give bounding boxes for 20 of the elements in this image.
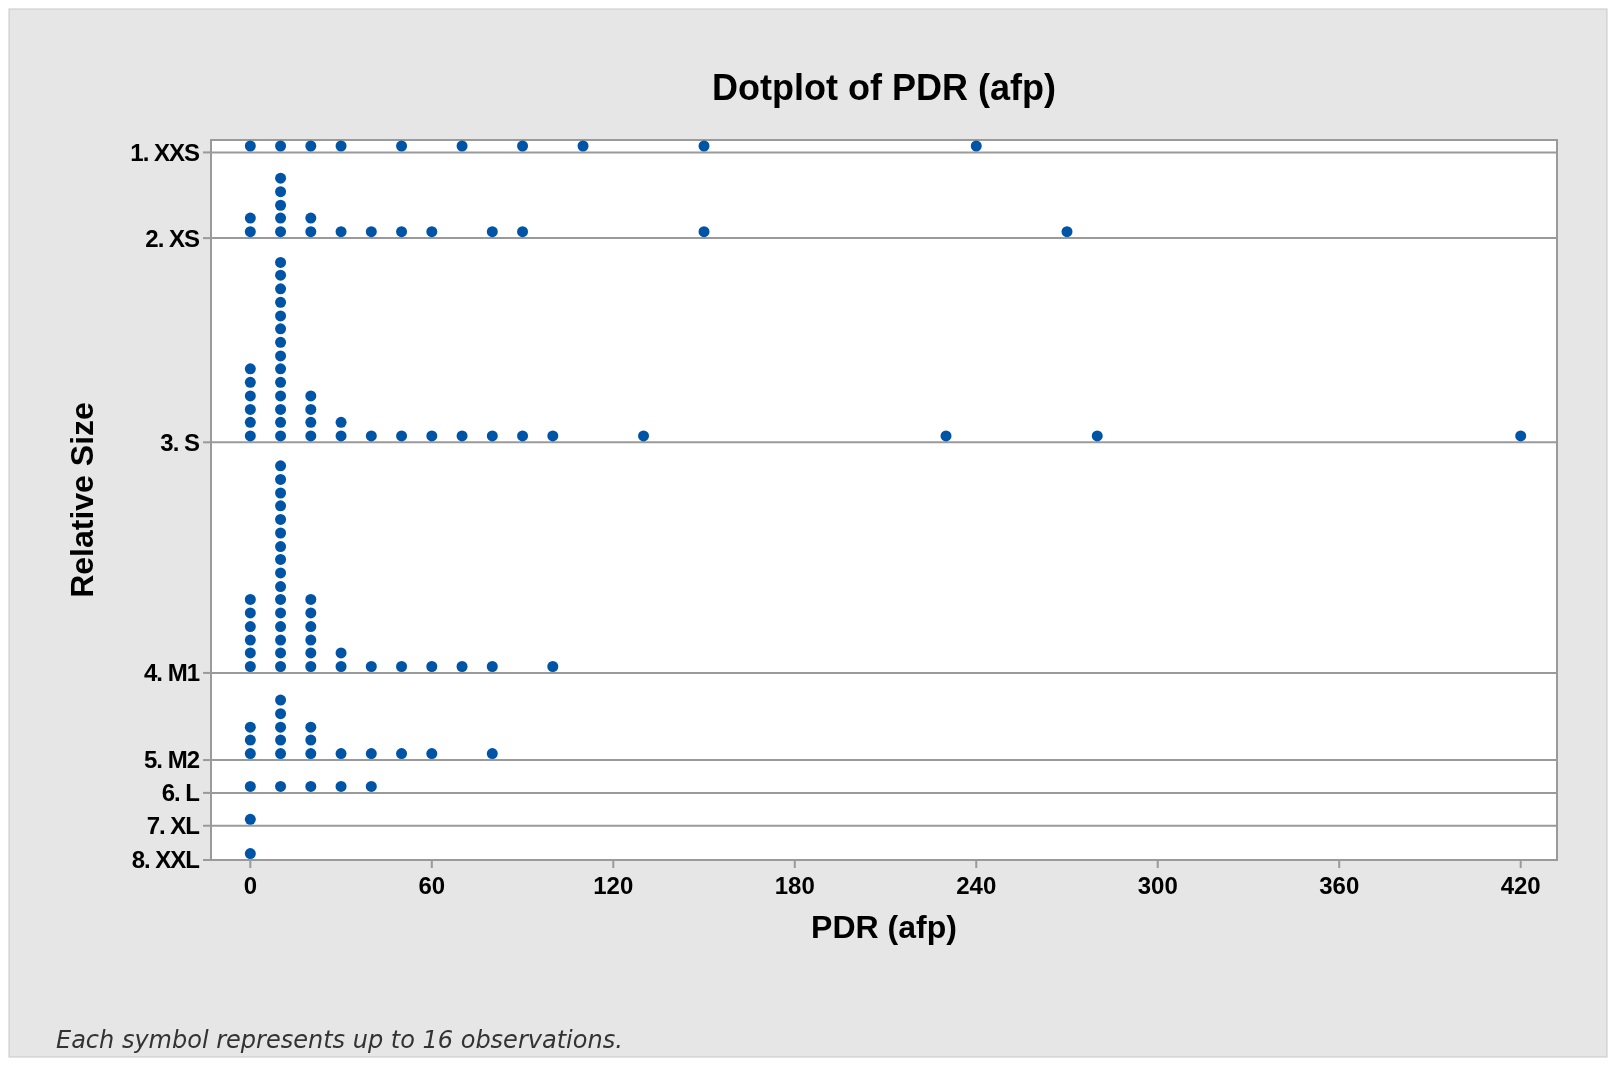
x-tick-label: 120 [593, 872, 634, 899]
x-tick-label: 240 [956, 872, 997, 899]
x-tick-label: 420 [1500, 872, 1541, 899]
ref-line-label: 3. S [160, 428, 200, 456]
ref-line-label: 2. XS [145, 224, 200, 252]
ref-line-label: 8. XXL [131, 846, 200, 874]
ref-line-label: 6. L [161, 779, 200, 807]
x-tick-label: 0 [243, 872, 257, 899]
chart-title: Dotplot of PDR (afp) [712, 67, 1056, 108]
ref-line-label: 4. M1 [143, 659, 200, 687]
x-tick-label: 300 [1137, 872, 1178, 899]
x-tick-label: 360 [1319, 872, 1360, 899]
x-tick-label: 60 [418, 872, 446, 899]
x-axis-title: PDR (afp) [811, 909, 957, 945]
text: Each symbol represents up to 16 observations. [56, 1026, 623, 1054]
ref-line-label: 1. XXS [130, 138, 200, 166]
ref-line-label: 7. XL [146, 812, 200, 840]
y-axis-title: Relative Size [64, 402, 100, 598]
ref-line-label: 5. M2 [143, 746, 200, 774]
x-tick-label: 180 [774, 872, 815, 899]
